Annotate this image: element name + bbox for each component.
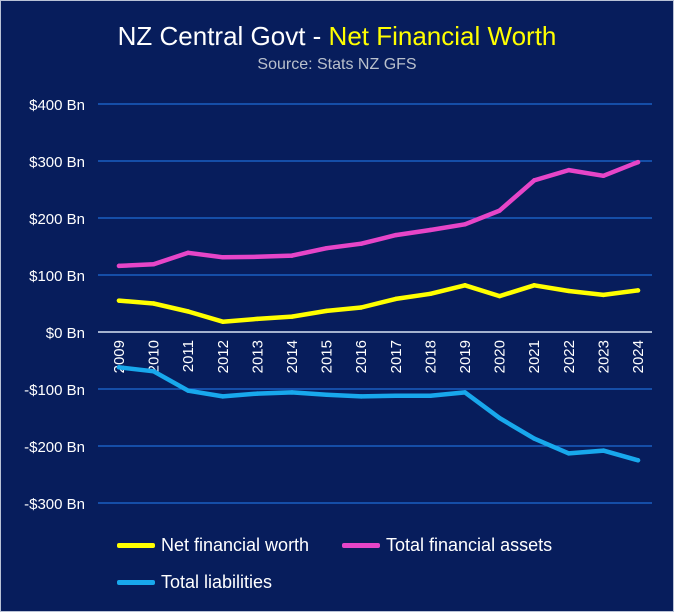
data-point-net-financial-worth — [289, 314, 295, 319]
x-tick-label: 2022 — [561, 340, 578, 373]
legend-swatch-net-financial-worth — [117, 543, 155, 548]
y-tick-label: $400 Bn — [29, 97, 85, 114]
data-point-net-financial-worth — [428, 291, 433, 297]
x-tick-label: 2013 — [249, 340, 266, 373]
x-tick-label: 2023 — [595, 340, 612, 373]
data-point-net-financial-worth — [324, 308, 329, 314]
data-point-net-financial-worth — [462, 283, 468, 288]
chart-title-prefix: NZ Central Govt - — [117, 21, 329, 51]
y-tick-label: $0 Bn — [46, 325, 85, 342]
data-point-total-liabilities — [601, 448, 606, 453]
data-point-total-liabilities — [532, 436, 537, 441]
y-tick-label: -$200 Bn — [24, 439, 85, 456]
data-point-total-liabilities — [220, 394, 225, 399]
x-tick-label: 2012 — [215, 340, 232, 373]
data-point-total-liabilities — [393, 393, 398, 399]
chart-subtitle: Source: Stats NZ GFS — [257, 56, 417, 73]
data-point-total-liabilities — [497, 415, 502, 421]
legend-item-total-liabilities: Total liabilities — [117, 572, 272, 593]
data-point-net-financial-worth — [566, 288, 571, 294]
data-point-total-financial-assets — [151, 261, 156, 267]
data-point-net-financial-worth — [186, 309, 191, 314]
data-point-net-financial-worth — [359, 305, 364, 310]
x-tick-label: 2021 — [526, 340, 543, 373]
data-point-total-financial-assets — [428, 227, 433, 233]
data-point-total-financial-assets — [497, 208, 502, 213]
series-line-total-liabilities — [116, 365, 641, 463]
data-point-total-financial-assets — [566, 167, 571, 173]
chart-title-highlight: Net Financial Worth — [328, 21, 557, 51]
data-point-total-financial-assets — [289, 253, 295, 258]
x-tick-label: 2019 — [457, 340, 474, 373]
y-tick-label: $300 Bn — [29, 154, 85, 171]
data-point-total-financial-assets — [324, 246, 329, 251]
data-point-total-financial-assets — [186, 250, 191, 255]
data-point-total-financial-assets — [601, 173, 606, 179]
data-point-total-liabilities — [186, 388, 191, 393]
data-point-total-financial-assets — [635, 159, 641, 165]
data-point-net-financial-worth — [497, 293, 502, 299]
data-point-total-financial-assets — [255, 254, 260, 259]
data-point-total-liabilities — [289, 390, 295, 395]
chart-title: NZ Central Govt - Net Financial Worth — [1, 21, 673, 52]
data-point-net-financial-worth — [635, 288, 641, 293]
x-tick-label: 2016 — [353, 340, 370, 373]
data-point-net-financial-worth — [220, 319, 225, 324]
legend-swatch-total-liabilities — [117, 580, 155, 585]
data-point-total-financial-assets — [462, 222, 468, 227]
series-line-net-financial-worth — [116, 283, 641, 324]
x-tick-label: 2011 — [180, 340, 197, 372]
y-tick-label: $200 Bn — [29, 211, 85, 228]
data-point-total-liabilities — [359, 394, 364, 399]
x-tick-label: 2024 — [630, 340, 647, 373]
x-tick-label: 2015 — [319, 340, 336, 373]
data-point-total-financial-assets — [393, 232, 398, 238]
x-tick-label: 2017 — [388, 340, 405, 373]
legend-label-total-liabilities: Total liabilities — [161, 572, 273, 592]
data-point-total-financial-assets — [359, 241, 364, 246]
data-point-net-financial-worth — [601, 292, 606, 298]
x-tick-label: 2010 — [146, 340, 163, 373]
data-point-net-financial-worth — [255, 316, 260, 322]
data-point-total-liabilities — [635, 458, 641, 463]
x-tick-label: 2018 — [422, 340, 439, 373]
x-tick-label: 2009 — [111, 340, 128, 373]
data-point-total-financial-assets — [116, 263, 122, 269]
data-point-total-financial-assets — [532, 178, 537, 183]
data-point-total-liabilities — [566, 451, 571, 456]
data-point-total-financial-assets — [220, 255, 225, 260]
data-point-total-liabilities — [151, 369, 156, 374]
data-point-net-financial-worth — [116, 298, 122, 303]
legend-label-total-financial-assets: Total financial assets — [386, 535, 553, 555]
data-point-net-financial-worth — [151, 301, 156, 306]
y-tick-label: -$100 Bn — [24, 382, 85, 399]
data-point-total-liabilities — [255, 391, 260, 396]
legend-swatch-total-financial-assets — [342, 543, 380, 548]
series-line-total-financial-assets — [116, 159, 641, 269]
data-point-total-liabilities — [462, 390, 468, 395]
legend-label-net-financial-worth: Net financial worth — [161, 535, 310, 555]
data-point-net-financial-worth — [532, 283, 537, 288]
x-tick-label: 2020 — [492, 340, 509, 373]
x-tick-label: 2014 — [284, 340, 301, 373]
data-point-net-financial-worth — [393, 296, 398, 302]
data-point-total-liabilities — [324, 392, 329, 397]
y-tick-label: $100 Bn — [29, 268, 85, 285]
legend-item-total-financial-assets: Total financial assets — [342, 535, 552, 556]
legend-item-net-financial-worth: Net financial worth — [117, 535, 309, 556]
data-point-total-liabilities — [428, 393, 433, 399]
data-point-total-liabilities — [116, 365, 122, 370]
y-tick-label: -$300 Bn — [24, 496, 85, 513]
